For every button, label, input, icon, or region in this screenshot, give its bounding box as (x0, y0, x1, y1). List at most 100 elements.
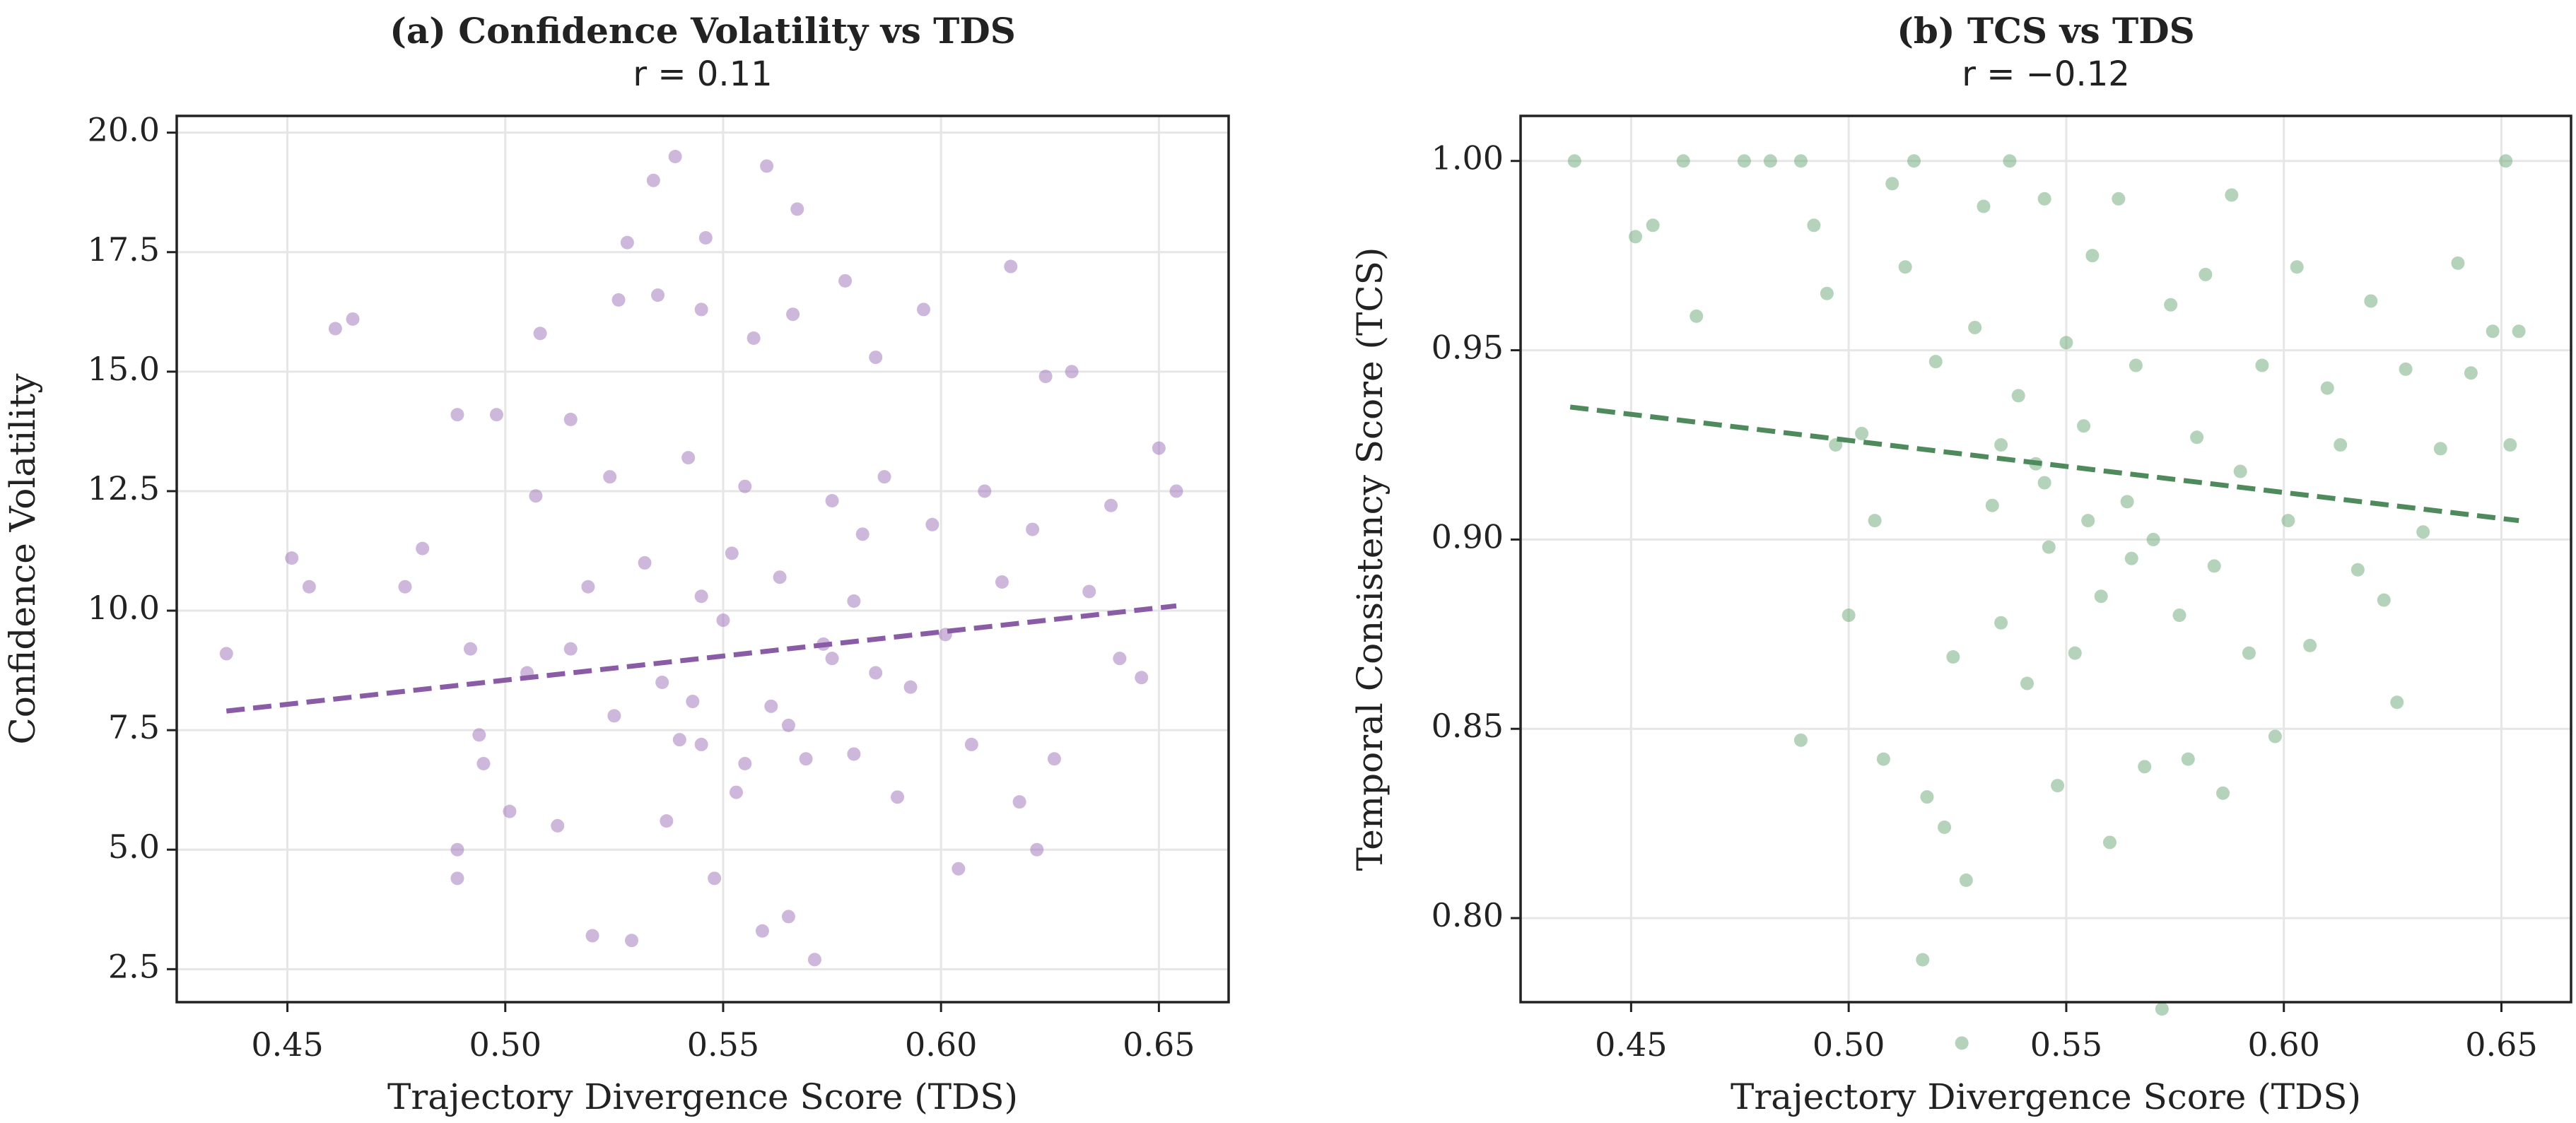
point (694, 589, 708, 604)
x-tick-label: 0.55 (2030, 1025, 2102, 1064)
point (2077, 419, 2091, 433)
point (1820, 286, 1834, 300)
point (847, 594, 861, 608)
y-tick-label: 7.5 (108, 708, 160, 746)
point (585, 929, 599, 943)
point (551, 818, 565, 833)
point (2303, 638, 2317, 652)
point (563, 412, 578, 426)
point (2164, 298, 2178, 312)
y-tick-label: 20.0 (88, 111, 160, 149)
point (2225, 188, 2239, 202)
point (952, 862, 966, 876)
point (2216, 786, 2230, 800)
point (285, 551, 299, 565)
point (2268, 729, 2282, 743)
point (2499, 154, 2513, 168)
point (620, 235, 634, 249)
point (1842, 608, 1856, 623)
point (503, 804, 517, 818)
y-axis-label: Confidence Volatility (2, 373, 43, 745)
subplot-subtitle: r = −0.12 (1962, 54, 2130, 94)
point (2120, 495, 2134, 509)
point (2155, 1002, 2169, 1016)
point (603, 470, 617, 484)
point (1959, 874, 1973, 888)
point (1026, 522, 1040, 536)
point (2146, 532, 2160, 546)
point (1104, 498, 1118, 512)
point (2129, 358, 2143, 372)
point (747, 331, 761, 346)
x-tick-label: 0.45 (1595, 1025, 1667, 1064)
y-tick-label: 0.90 (1432, 517, 1504, 555)
point (755, 924, 769, 938)
subplot-title: (b) TCS vs TDS (1897, 10, 2194, 52)
point (686, 695, 700, 709)
point (781, 910, 795, 924)
point (764, 699, 778, 713)
point (2081, 514, 2095, 528)
point (825, 493, 839, 507)
subplot-title: (a) Confidence Volatility vs TDS (390, 10, 1016, 52)
point (877, 470, 891, 484)
trend-line (226, 603, 1177, 714)
point (1047, 752, 1061, 766)
point (2390, 695, 2404, 710)
point (773, 570, 787, 584)
point (219, 647, 233, 661)
point (655, 676, 669, 690)
point (2094, 589, 2108, 604)
point (738, 479, 752, 493)
point (838, 274, 853, 288)
point (472, 728, 486, 742)
point (476, 756, 491, 770)
point (2233, 464, 2247, 478)
point (1082, 584, 1096, 599)
point (698, 230, 713, 245)
point (1793, 733, 1808, 747)
y-tick-label: 12.5 (88, 469, 160, 507)
point (1855, 426, 1869, 440)
point (668, 149, 682, 163)
point (1955, 1036, 1969, 1050)
point (2334, 437, 2348, 452)
point (1868, 514, 1882, 528)
point (1737, 154, 1751, 168)
point (1030, 842, 1044, 857)
point (1113, 652, 1127, 666)
x-tick-label: 0.65 (2465, 1025, 2537, 1064)
point (2364, 294, 2378, 308)
point (416, 541, 430, 555)
y-tick-label: 5.0 (108, 828, 160, 866)
point (450, 408, 464, 422)
point (1994, 616, 2008, 630)
point (1012, 795, 1026, 809)
point (2181, 752, 2195, 766)
point (1676, 154, 1690, 168)
point (607, 709, 621, 723)
point (2124, 551, 2138, 565)
point (869, 666, 883, 680)
y-tick-label: 17.5 (88, 230, 160, 269)
point (563, 642, 578, 656)
point (2102, 835, 2117, 849)
point (1985, 498, 1999, 512)
point (1646, 218, 1660, 233)
point (2085, 249, 2100, 263)
point (581, 580, 595, 594)
point (2255, 358, 2269, 372)
point (855, 527, 870, 541)
point (903, 680, 918, 694)
point (1763, 154, 1777, 168)
point (807, 953, 821, 967)
x-axis-label: Trajectory Divergence Score (TDS) (1731, 1076, 2361, 1117)
point (2290, 260, 2304, 274)
point (995, 575, 1009, 589)
point (1629, 230, 1643, 244)
point (660, 814, 674, 828)
point (694, 302, 708, 317)
